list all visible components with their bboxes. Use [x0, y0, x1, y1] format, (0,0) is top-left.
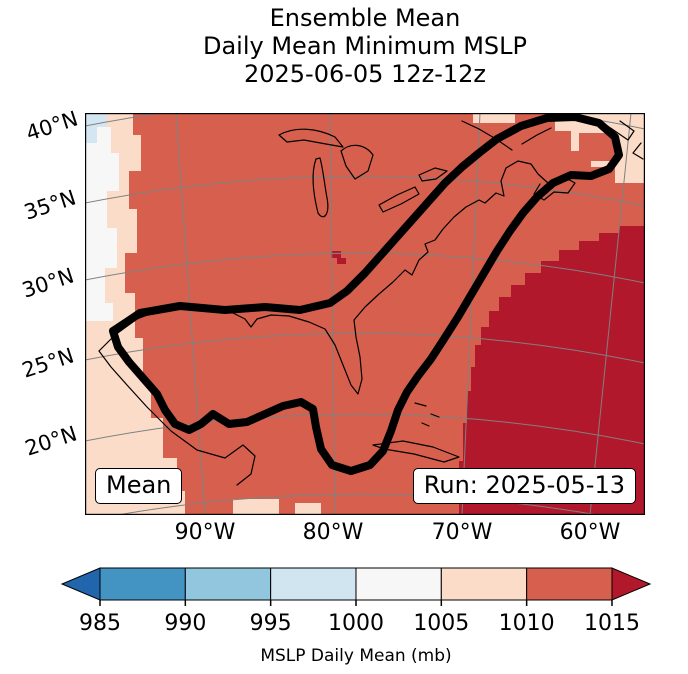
fill-atlantic-over-1015	[459, 226, 645, 515]
colorbar-seg-1000-1005	[355, 567, 442, 601]
colorbar-seg-1005-1010	[440, 567, 528, 601]
map-frame	[85, 113, 645, 515]
speck2-over-1015	[337, 258, 346, 264]
fill-bottom2-1005-1010	[295, 503, 321, 515]
title-line-1: Ensemble Mean	[269, 4, 461, 32]
title-line-3: 2025-06-05 12z-12z	[243, 60, 487, 88]
mslp-map	[85, 113, 645, 515]
lat-tick-40n: 40°N	[23, 106, 81, 146]
cbar-tick-1000: 1000	[328, 611, 384, 636]
colorbar-over-arrow	[611, 567, 652, 601]
lon-tick-80w: 80°W	[302, 520, 364, 545]
cbar-tick-985: 985	[79, 611, 121, 636]
colorbar: 985 990 995 1000 1005 1010 1015 MSLP Dai…	[60, 567, 652, 666]
colorbar-seg-985-990	[99, 567, 186, 601]
fill-novascotia-1010-1015	[579, 133, 615, 161]
colorbar-axis-label: MSLP Daily Mean (mb)	[260, 646, 451, 666]
cbar-tick-1010: 1010	[499, 611, 555, 636]
lon-tick-70w: 70°W	[431, 520, 493, 545]
ensemble-contour	[109, 113, 623, 475]
title-line-2: Daily Mean Minimum MSLP	[202, 32, 527, 60]
colorbar-seg-1010-1015	[526, 567, 613, 601]
colorbar-seg-995-1000	[270, 567, 357, 601]
cbar-tick-1005: 1005	[413, 611, 469, 636]
fill-bottom-1005-1010	[233, 499, 279, 515]
figure-title: Ensemble Mean Daily Mean Minimum MSLP 20…	[85, 4, 645, 88]
speck-over-1015	[331, 251, 341, 258]
graticule	[85, 113, 645, 515]
run-box: Run: 2025-05-13	[412, 468, 636, 504]
lat-tick-20n: 20°N	[22, 421, 80, 461]
lat-tick-25n: 25°N	[19, 343, 77, 383]
cbar-tick-995: 995	[250, 611, 292, 636]
map-axes	[85, 113, 645, 515]
mean-box: Mean	[95, 468, 183, 504]
cbar-tick-1015: 1015	[584, 611, 640, 636]
colorbar-under-arrow	[60, 567, 101, 601]
fill-west-1000-1005	[85, 127, 119, 321]
lat-tick-35n: 35°N	[21, 185, 79, 225]
fill-corner-995-1000	[85, 113, 107, 143]
colorbar-seg-990-995	[184, 567, 272, 601]
lat-tick-30n: 30°N	[19, 263, 77, 303]
lon-tick-60w: 60°W	[559, 520, 621, 545]
fill-top-1005-1010	[473, 113, 515, 123]
colorbar-tickmarks	[99, 600, 613, 606]
cbar-tick-990: 990	[164, 611, 206, 636]
lon-tick-90w: 90°W	[174, 520, 236, 545]
